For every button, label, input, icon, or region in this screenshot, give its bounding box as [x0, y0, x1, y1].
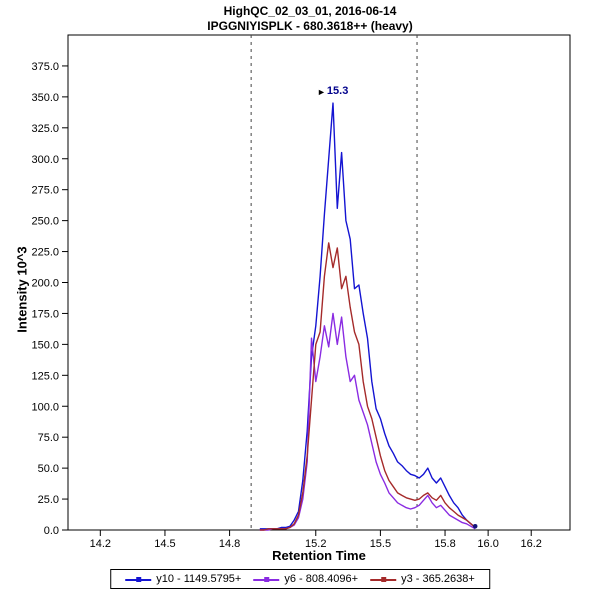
x-tick-label: 15.5 [370, 538, 391, 550]
series-line-y10[interactable] [259, 102, 476, 530]
peak-id-flag-icon: ► [317, 87, 326, 98]
x-tick-label: 16.0 [477, 538, 498, 550]
x-axis-title: Retention Time [272, 548, 366, 563]
peak-annotation[interactable]: ►15.3 [317, 86, 348, 98]
y-tick-label: 150.0 [31, 339, 59, 351]
y-tick-label: 300.0 [31, 154, 59, 166]
legend-line-swatch [253, 575, 280, 584]
legend-line-swatch [370, 575, 397, 584]
y-tick-label: 325.0 [31, 123, 59, 135]
legend-line-swatch [125, 575, 152, 584]
series-line-y3[interactable] [259, 242, 476, 531]
y-tick-label: 250.0 [31, 216, 59, 228]
y-tick-label: 350.0 [31, 92, 59, 104]
y-tick-label: 275.0 [31, 185, 59, 197]
legend-item-y6: y6 - 808.4096+ [253, 573, 358, 585]
y-tick-label: 125.0 [31, 370, 59, 382]
peak-rt-label: 15.3 [326, 85, 349, 98]
x-tick-label: 15.2 [305, 538, 326, 550]
y-axis-title: Intensity 10^3 [14, 246, 30, 333]
y-tick-label: 225.0 [31, 247, 59, 259]
legend: y10 - 1149.5795+ y6 - 808.4096+ y3 - 365.2… [110, 569, 490, 589]
y-tick-label: 100.0 [31, 401, 59, 413]
x-tick-label: 15.8 [434, 538, 455, 550]
y-tick-label: 75.0 [38, 432, 59, 444]
legend-label: y10 - 1149.5795+ [156, 573, 242, 585]
x-tick-label: 14.2 [90, 538, 111, 550]
x-tick-label: 14.8 [219, 538, 240, 550]
legend-label: y3 - 365.2638+ [401, 573, 475, 585]
y-tick-label: 0.0 [44, 525, 59, 537]
chromatogram-plot[interactable]: 0.0 25.0 50.0 75.0 100.0 125.0 150.0 175.0 200.0… [0, 0, 600, 565]
curve-end-marker [472, 523, 478, 529]
y-tick-label: 175.0 [31, 308, 59, 320]
y-tick-label: 375.0 [31, 61, 59, 73]
x-tick-label: 16.2 [521, 538, 542, 550]
series-line-y6[interactable] [259, 312, 476, 531]
y-tick-label: 50.0 [38, 463, 59, 475]
legend-item-y3: y3 - 365.2638+ [370, 573, 475, 585]
legend-item-y10: y10 - 1149.5795+ [125, 573, 241, 585]
legend-label: y6 - 808.4096+ [284, 573, 359, 585]
chart-title: HighQC_02_03_01, 2016-06-14 [223, 4, 397, 18]
y-tick-label: 200.0 [31, 278, 59, 290]
y-tick-label: 25.0 [38, 494, 59, 506]
chart-subtitle: IPGGNIYISPLK - 680.3618++ (heavy) [207, 19, 413, 33]
x-tick-label: 14.5 [154, 538, 175, 550]
